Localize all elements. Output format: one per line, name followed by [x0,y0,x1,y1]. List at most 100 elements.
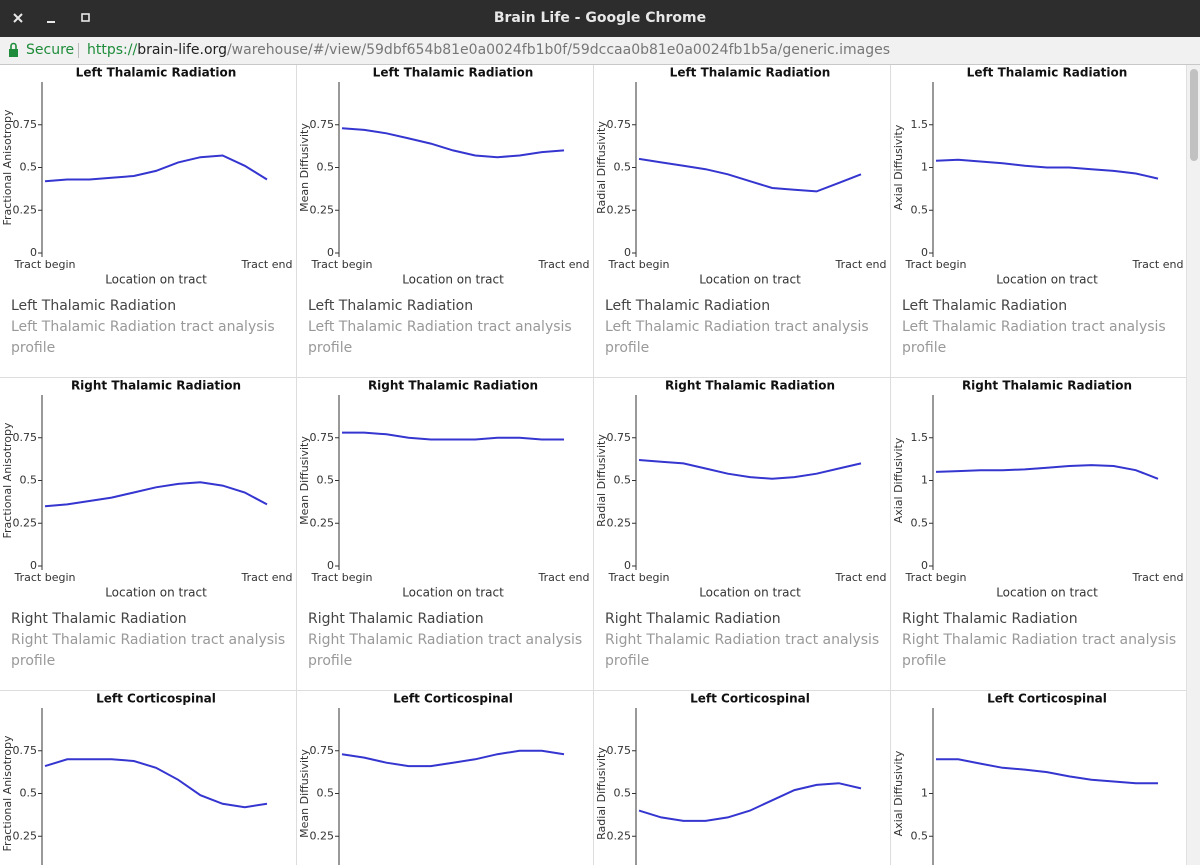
y-axis-label: Axial Diffusivity [892,750,905,836]
card-title: Left Thalamic Radiation [902,298,1068,314]
address-bar[interactable]: Secure https://brain-life.org/warehouse/… [0,37,1200,65]
url-path: /warehouse/#/view/59dbf654b81e0a0024fb1b… [226,42,891,58]
result-card[interactable]: Left Thalamic Radiation Axial Diffusivity… [891,65,1186,378]
y-axis-label: Fractional Anisotropy [1,735,14,852]
card-description: Left Thalamic Radiation tract analysis p… [308,319,572,356]
card-description: Right Thalamic Radiation tract analysis … [308,632,583,669]
y-tick-label: 0.25 [310,203,335,216]
y-tick-label: 0.5 [614,474,632,487]
x-tick-label: Tract end [538,258,590,271]
result-card[interactable]: Left Thalamic Radiation Fractional Anisot… [0,65,297,378]
x-axis-label: Location on tract [402,273,504,287]
chart-title: Right Thalamic Radiation [368,379,538,393]
card-title: Right Thalamic Radiation [308,611,484,627]
chart-title: Left Thalamic Radiation [967,66,1128,80]
y-tick-label: 1 [921,474,928,487]
card-description: Right Thalamic Radiation tract analysis … [605,632,880,669]
card-description: Left Thalamic Radiation tract analysis p… [902,319,1166,356]
y-tick-label: 0.5 [20,474,38,487]
chart: Right Thalamic Radiation Radial Diffusivi… [595,379,886,600]
profile-line [44,758,268,809]
y-tick-label: 0.25 [310,829,335,842]
close-button[interactable] [13,13,23,23]
y-tick-label: 0 [30,559,37,572]
x-tick-label: Tract begin [14,258,76,271]
card-caption: Left Thalamic Radiation Left Thalamic Rad… [902,296,1180,359]
y-tick-label: 0 [624,559,631,572]
result-card[interactable]: Left Thalamic Radiation Radial Diffusivit… [594,65,891,378]
card-title: Left Thalamic Radiation [308,298,474,314]
content: Left Thalamic Radiation Fractional Anisot… [0,65,1186,865]
y-tick-label: 1.5 [911,118,929,131]
y-tick-label: 0.5 [20,161,38,174]
y-tick-label: 0 [921,559,928,572]
scrollbar-thumb[interactable] [1190,69,1198,161]
chart: Right Thalamic Radiation Fractional Aniso… [1,379,293,600]
y-tick-label: 0 [327,559,334,572]
y-tick-label: 0.5 [614,161,632,174]
chart: Left Thalamic Radiation Mean Diffusivity L… [298,66,590,287]
scrollbar[interactable] [1186,65,1200,865]
y-axis-label: Axial Diffusivity [892,124,905,210]
x-tick-label: Tract begin [311,571,373,584]
card-description: Left Thalamic Radiation tract analysis p… [605,319,869,356]
x-tick-label: Tract end [241,571,293,584]
result-card[interactable]: Right Thalamic Radiation Mean Diffusivity… [297,378,594,691]
card-caption: Left Thalamic Radiation Left Thalamic Rad… [605,296,883,359]
x-tick-label: Tract begin [905,258,967,271]
y-tick-label: 0.5 [911,829,929,842]
card-caption: Left Thalamic Radiation Left Thalamic Rad… [308,296,586,359]
result-card[interactable]: Right Thalamic Radiation Radial Diffusivi… [594,378,891,691]
y-tick-label: 1.5 [911,431,929,444]
window-title: Brain Life - Google Chrome [493,10,707,26]
y-tick-label: 1 [921,161,928,174]
result-card[interactable]: Left Thalamic Radiation Mean Diffusivity L… [297,65,594,378]
x-axis-label: Location on tract [699,586,801,600]
chart: Left Thalamic Radiation Radial Diffusivit… [595,66,887,287]
x-tick-label: Tract begin [905,571,967,584]
y-tick-label: 0.5 [317,161,335,174]
y-tick-label: 0.5 [614,787,632,800]
x-axis-label: Location on tract [105,273,207,287]
chart-title: Left Thalamic Radiation [76,66,237,80]
result-card[interactable]: Right Thalamic Radiation Fractional Aniso… [0,378,297,691]
chart-title: Left Corticospinal [987,692,1107,706]
y-tick-label: 0.75 [310,744,335,757]
x-tick-label: Tract end [835,258,887,271]
y-tick-label: 0 [624,246,631,259]
maximize-button[interactable] [81,13,90,22]
y-tick-label: 0.5 [911,516,929,529]
y-tick-label: 0.25 [607,516,632,529]
y-tick-label: 0.75 [607,118,632,131]
y-tick-label: 0.75 [310,118,335,131]
url[interactable]: https://brain-life.org/warehouse/#/view/… [87,37,890,64]
chart: Left Thalamic Radiation Fractional Anisot… [1,66,292,287]
y-tick-label: 0.25 [607,203,632,216]
y-axis-label: Mean Diffusivity [298,749,311,838]
x-axis-label: Location on tract [402,586,504,600]
chart-title: Left Thalamic Radiation [670,66,831,80]
y-axis-label: Axial Diffusivity [892,437,905,523]
result-card[interactable]: Right Thalamic Radiation Axial Diffusivit… [891,378,1186,691]
card-description: Left Thalamic Radiation tract analysis p… [11,319,275,356]
window-controls [13,13,90,23]
secure-label: Secure [26,42,75,58]
y-axis-label: Fractional Anisotropy [1,109,14,226]
card-description: Right Thalamic Radiation tract analysis … [902,632,1177,669]
chart: Right Thalamic Radiation Mean Diffusivity… [298,379,589,600]
profile-line [44,154,268,183]
y-axis-label: Radial Diffusivity [595,747,608,840]
profile-line [342,431,564,441]
separator [78,43,79,58]
y-tick-label: 0.25 [310,516,335,529]
card-caption: Right Thalamic Radiation Right Thalamic R… [902,609,1180,672]
chart: Left Thalamic Radiation Axial Diffusivity… [892,66,1183,287]
profile-line [638,459,862,480]
chart-title: Right Thalamic Radiation [962,379,1132,393]
